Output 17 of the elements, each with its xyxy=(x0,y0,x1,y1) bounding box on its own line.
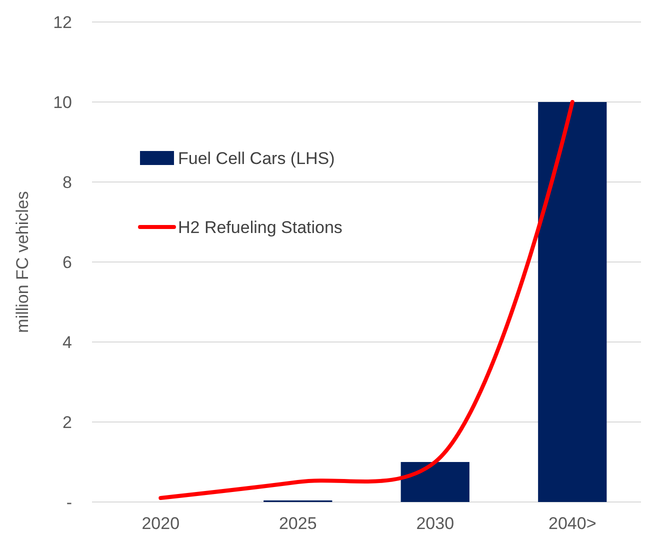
line-series xyxy=(158,100,574,500)
legend-label: H2 Refueling Stations xyxy=(178,218,342,237)
bar xyxy=(400,462,470,502)
y-tick-label: 12 xyxy=(53,12,72,32)
y-axis-title: million FC vehicles xyxy=(13,191,32,333)
x-tick-label: 2030 xyxy=(416,514,454,533)
bar xyxy=(538,102,607,502)
legend-label: Fuel Cell Cars (LHS) xyxy=(178,148,335,168)
x-tick-label: 2020 xyxy=(142,514,180,533)
x-tick-label: 2040> xyxy=(548,514,596,533)
x-tick-label: 2025 xyxy=(278,514,317,533)
y-tick-label: 8 xyxy=(62,172,72,192)
y-tick-label: 4 xyxy=(62,332,72,352)
y-tick-label: 10 xyxy=(53,92,72,112)
y-tick-label: - xyxy=(66,492,72,512)
y-tick-label: 2 xyxy=(62,412,72,432)
y-tick-label: 6 xyxy=(62,252,72,272)
